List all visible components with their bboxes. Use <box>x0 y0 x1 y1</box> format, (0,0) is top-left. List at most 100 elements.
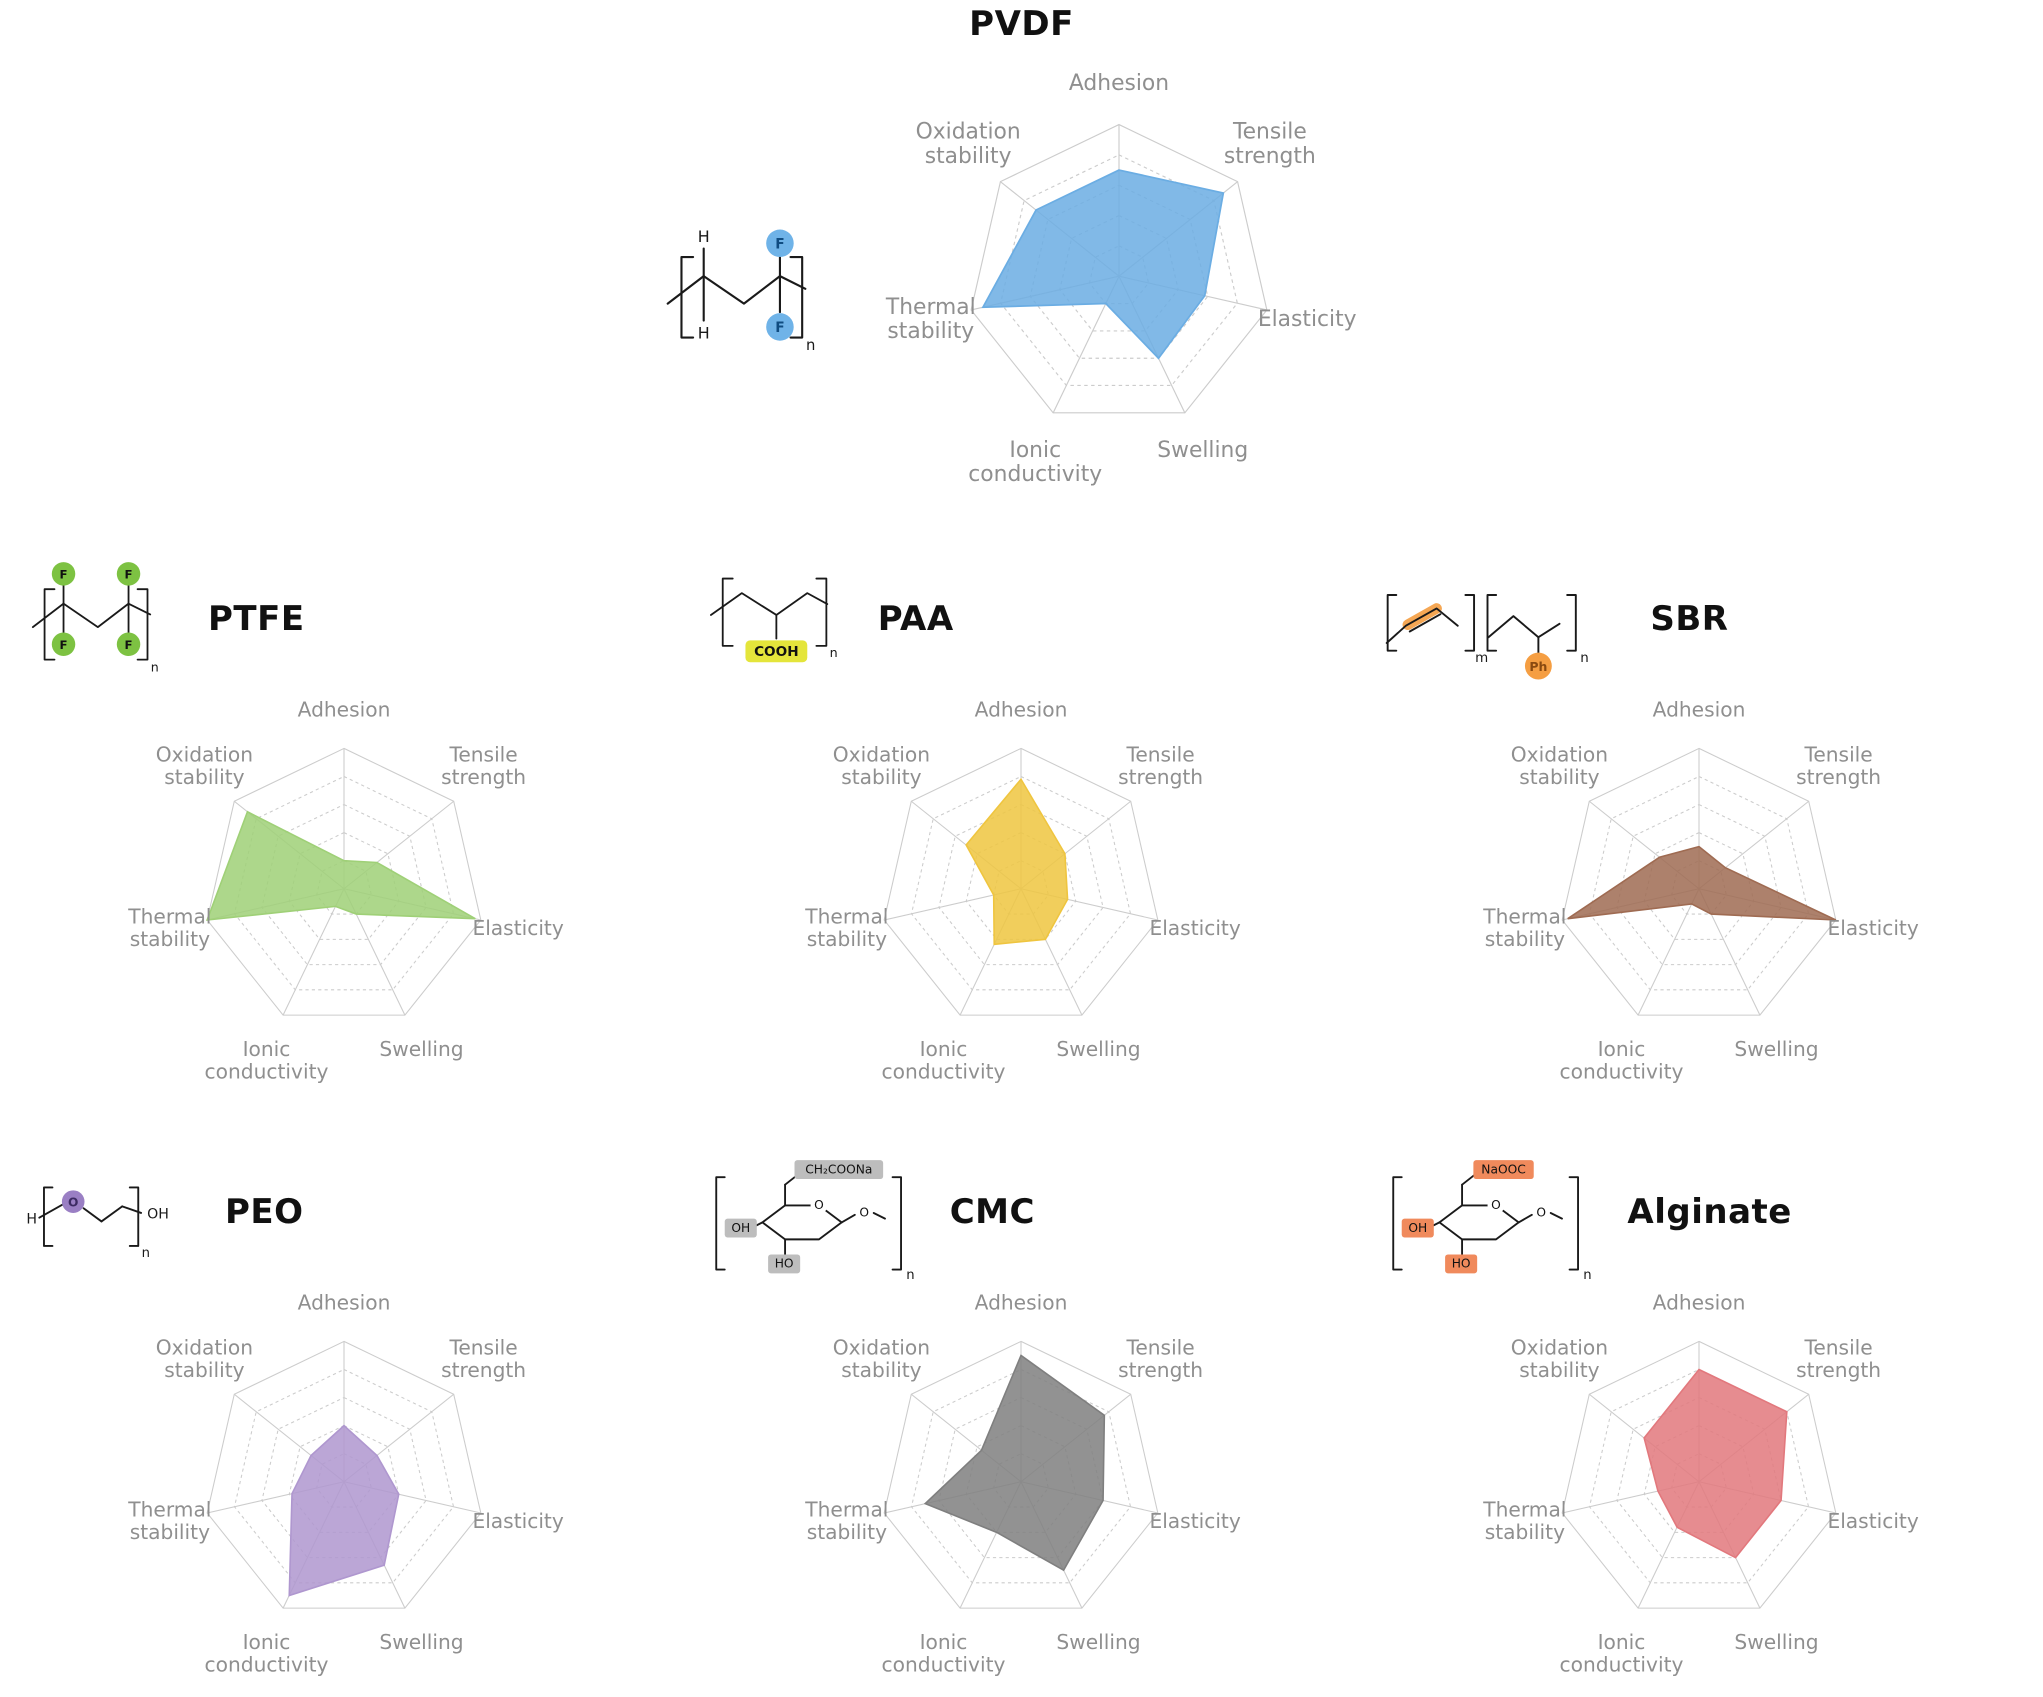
panel-pvdf: PVDF H H F <box>562 0 1482 540</box>
ho-label: HO <box>774 1256 793 1270</box>
axis-label: Tensile strength <box>1796 742 1881 788</box>
alginate-left-highlight <box>1402 1218 1435 1237</box>
cooh-highlight <box>745 639 807 662</box>
axis-label: Swelling <box>1157 438 1248 463</box>
cmc-header: O O CH₂COONa OH HO n CMC <box>688 1133 1356 1291</box>
axis-label: Swelling <box>1057 1037 1141 1061</box>
row-2: F F F F n PTFE Adhesion Tensile strength El… <box>0 540 2043 1133</box>
oh-label: OH <box>1409 1220 1428 1234</box>
axis-label: Thermal stability <box>127 905 211 951</box>
grid-ring <box>1589 1368 1810 1584</box>
data-polygon <box>924 1354 1106 1572</box>
paa-structure: COOH n <box>709 577 837 662</box>
ring-oxygen-gap <box>1487 1196 1505 1214</box>
f-atom-circle <box>765 313 794 341</box>
ring-oxygen-gap <box>810 1196 828 1214</box>
h-atom-label: H <box>26 1211 37 1227</box>
f-atom-circle <box>116 632 141 657</box>
f-atom-label: F <box>60 638 68 652</box>
glycosidic-oxygen-label: O <box>859 1205 869 1219</box>
pvdf-radar-chart: Adhesion Tensile strength Elasticity Swellin… <box>849 44 1389 540</box>
grid-ring <box>1561 1340 1837 1609</box>
cooh-group-label: COOH <box>754 643 799 659</box>
h-atom-label: H <box>697 324 709 343</box>
radar-svg: Adhesion Tensile strength Elasticity Swellin… <box>884 71 1356 487</box>
ho-label: HO <box>1452 1256 1471 1270</box>
cmc-left-highlight <box>724 1218 757 1237</box>
radar-svg: Adhesion Tensile strength Elasticity Swellin… <box>127 698 564 1084</box>
axis-label: Adhesion <box>1068 71 1168 96</box>
axis-label: Oxidation stability <box>833 742 930 788</box>
axis-label: Oxidation stability <box>1511 1335 1608 1381</box>
sbr-radar-chart: Adhesion Tensile strength Elasticity Swellin… <box>1449 674 1949 1133</box>
axis-label: Elasticity <box>472 1509 563 1533</box>
oh-group-label: OH <box>147 1207 169 1223</box>
ptfe-header: F F F F n PTFE <box>10 540 678 698</box>
data-polygon <box>205 810 476 921</box>
alginate-bottom-highlight <box>1445 1253 1478 1273</box>
axis-label: Swelling <box>379 1630 463 1654</box>
radar-svg: Adhesion Tensile strength Elasticity Swellin… <box>805 698 1242 1084</box>
carboxymethyl-label: CH₂COONa <box>805 1162 872 1176</box>
axis-label: Tensile strength <box>1223 120 1315 169</box>
axis-label: Swelling <box>1735 1630 1819 1654</box>
axis-label: Tensile strength <box>1119 742 1204 788</box>
axis-label: Thermal stability <box>127 1498 211 1544</box>
peo-structure: H O OH n <box>26 1186 169 1261</box>
axis-label: Elasticity <box>1257 307 1356 332</box>
axis-label: Oxidation stability <box>156 1335 253 1381</box>
sbr-structure: Ph m n <box>1386 594 1589 680</box>
chart-title-peo: PEO <box>225 1192 304 1232</box>
data-polygon <box>1643 1368 1788 1559</box>
radar-svg: Adhesion Tensile strength Elasticity Swellin… <box>805 1291 1242 1677</box>
radar-svg: Adhesion Tensile strength Elasticity Swellin… <box>1482 698 1919 1084</box>
phenyl-label: Ph <box>1530 659 1548 674</box>
panel-alginate: O O NaOOC OH HO n Alginate Adhesion Tensi… <box>1365 1133 2033 1697</box>
axis-label: Oxidation stability <box>156 742 253 788</box>
chart-title-ptfe: PTFE <box>208 599 305 639</box>
ring-oxygen-label: O <box>814 1198 824 1212</box>
f-atom-circle <box>51 632 76 657</box>
axis-label: Adhesion <box>297 698 390 722</box>
grid-ring <box>233 1368 454 1584</box>
grid-ring <box>970 123 1267 414</box>
radar-svg: Adhesion Tensile strength Elasticity Swellin… <box>127 1291 564 1677</box>
f-atom-circle <box>765 229 794 258</box>
cmc-top-highlight <box>794 1159 883 1179</box>
panel-paa: COOH n PAA Adhesion Tensile strength Elasti… <box>688 540 1356 1133</box>
oh-label: OH <box>731 1220 750 1234</box>
f-atom-label: F <box>775 320 784 336</box>
axis-label: Oxidation stability <box>833 1335 930 1381</box>
axis-label: Elasticity <box>1828 916 1919 940</box>
axis-label: Tensile strength <box>441 1335 526 1381</box>
axis-label: Elasticity <box>1150 916 1241 940</box>
cmc-bottom-highlight <box>767 1253 800 1273</box>
carboxylate-label: NaOOC <box>1482 1162 1527 1176</box>
axis-label: Adhesion <box>1653 1291 1746 1315</box>
panel-sbr: Ph m n SBR Adhesion Tensile strength Elasti… <box>1365 540 2033 1133</box>
axis-label: Ionic conductivity <box>882 1037 1006 1083</box>
grid-ring <box>1561 747 1837 1016</box>
grid-ring <box>261 803 427 966</box>
ptfe-structure: F F F F n <box>31 562 159 674</box>
ptfe-radar-chart: Adhesion Tensile strength Elasticity Swellin… <box>94 674 594 1133</box>
axis-label: Thermal stability <box>1482 1498 1566 1544</box>
repeat-subscript-m: m <box>1476 651 1489 666</box>
grid-ring <box>1589 775 1810 991</box>
axis-label: Thermal stability <box>805 1498 889 1544</box>
axis-label: Tensile strength <box>1796 1335 1881 1381</box>
axis-label: Ionic conductivity <box>968 438 1102 487</box>
axis-label: Ionic conductivity <box>204 1037 328 1083</box>
repeat-subscript: n <box>142 1246 150 1261</box>
axis-label: Elasticity <box>472 916 563 940</box>
axis-label: Swelling <box>1735 1037 1819 1061</box>
row-3: H O OH n PEO Adhesion Tensile strength Elas… <box>0 1133 2043 1697</box>
grid-ring <box>884 747 1159 1016</box>
axis-label: Ionic conductivity <box>204 1630 328 1676</box>
axis-label: Ionic conductivity <box>882 1630 1006 1676</box>
chart-title-alginate: Alginate <box>1627 1192 1792 1232</box>
o-atom-label: O <box>68 1195 78 1209</box>
grid-ring <box>884 1340 1159 1609</box>
grid-ring <box>911 1368 1132 1584</box>
